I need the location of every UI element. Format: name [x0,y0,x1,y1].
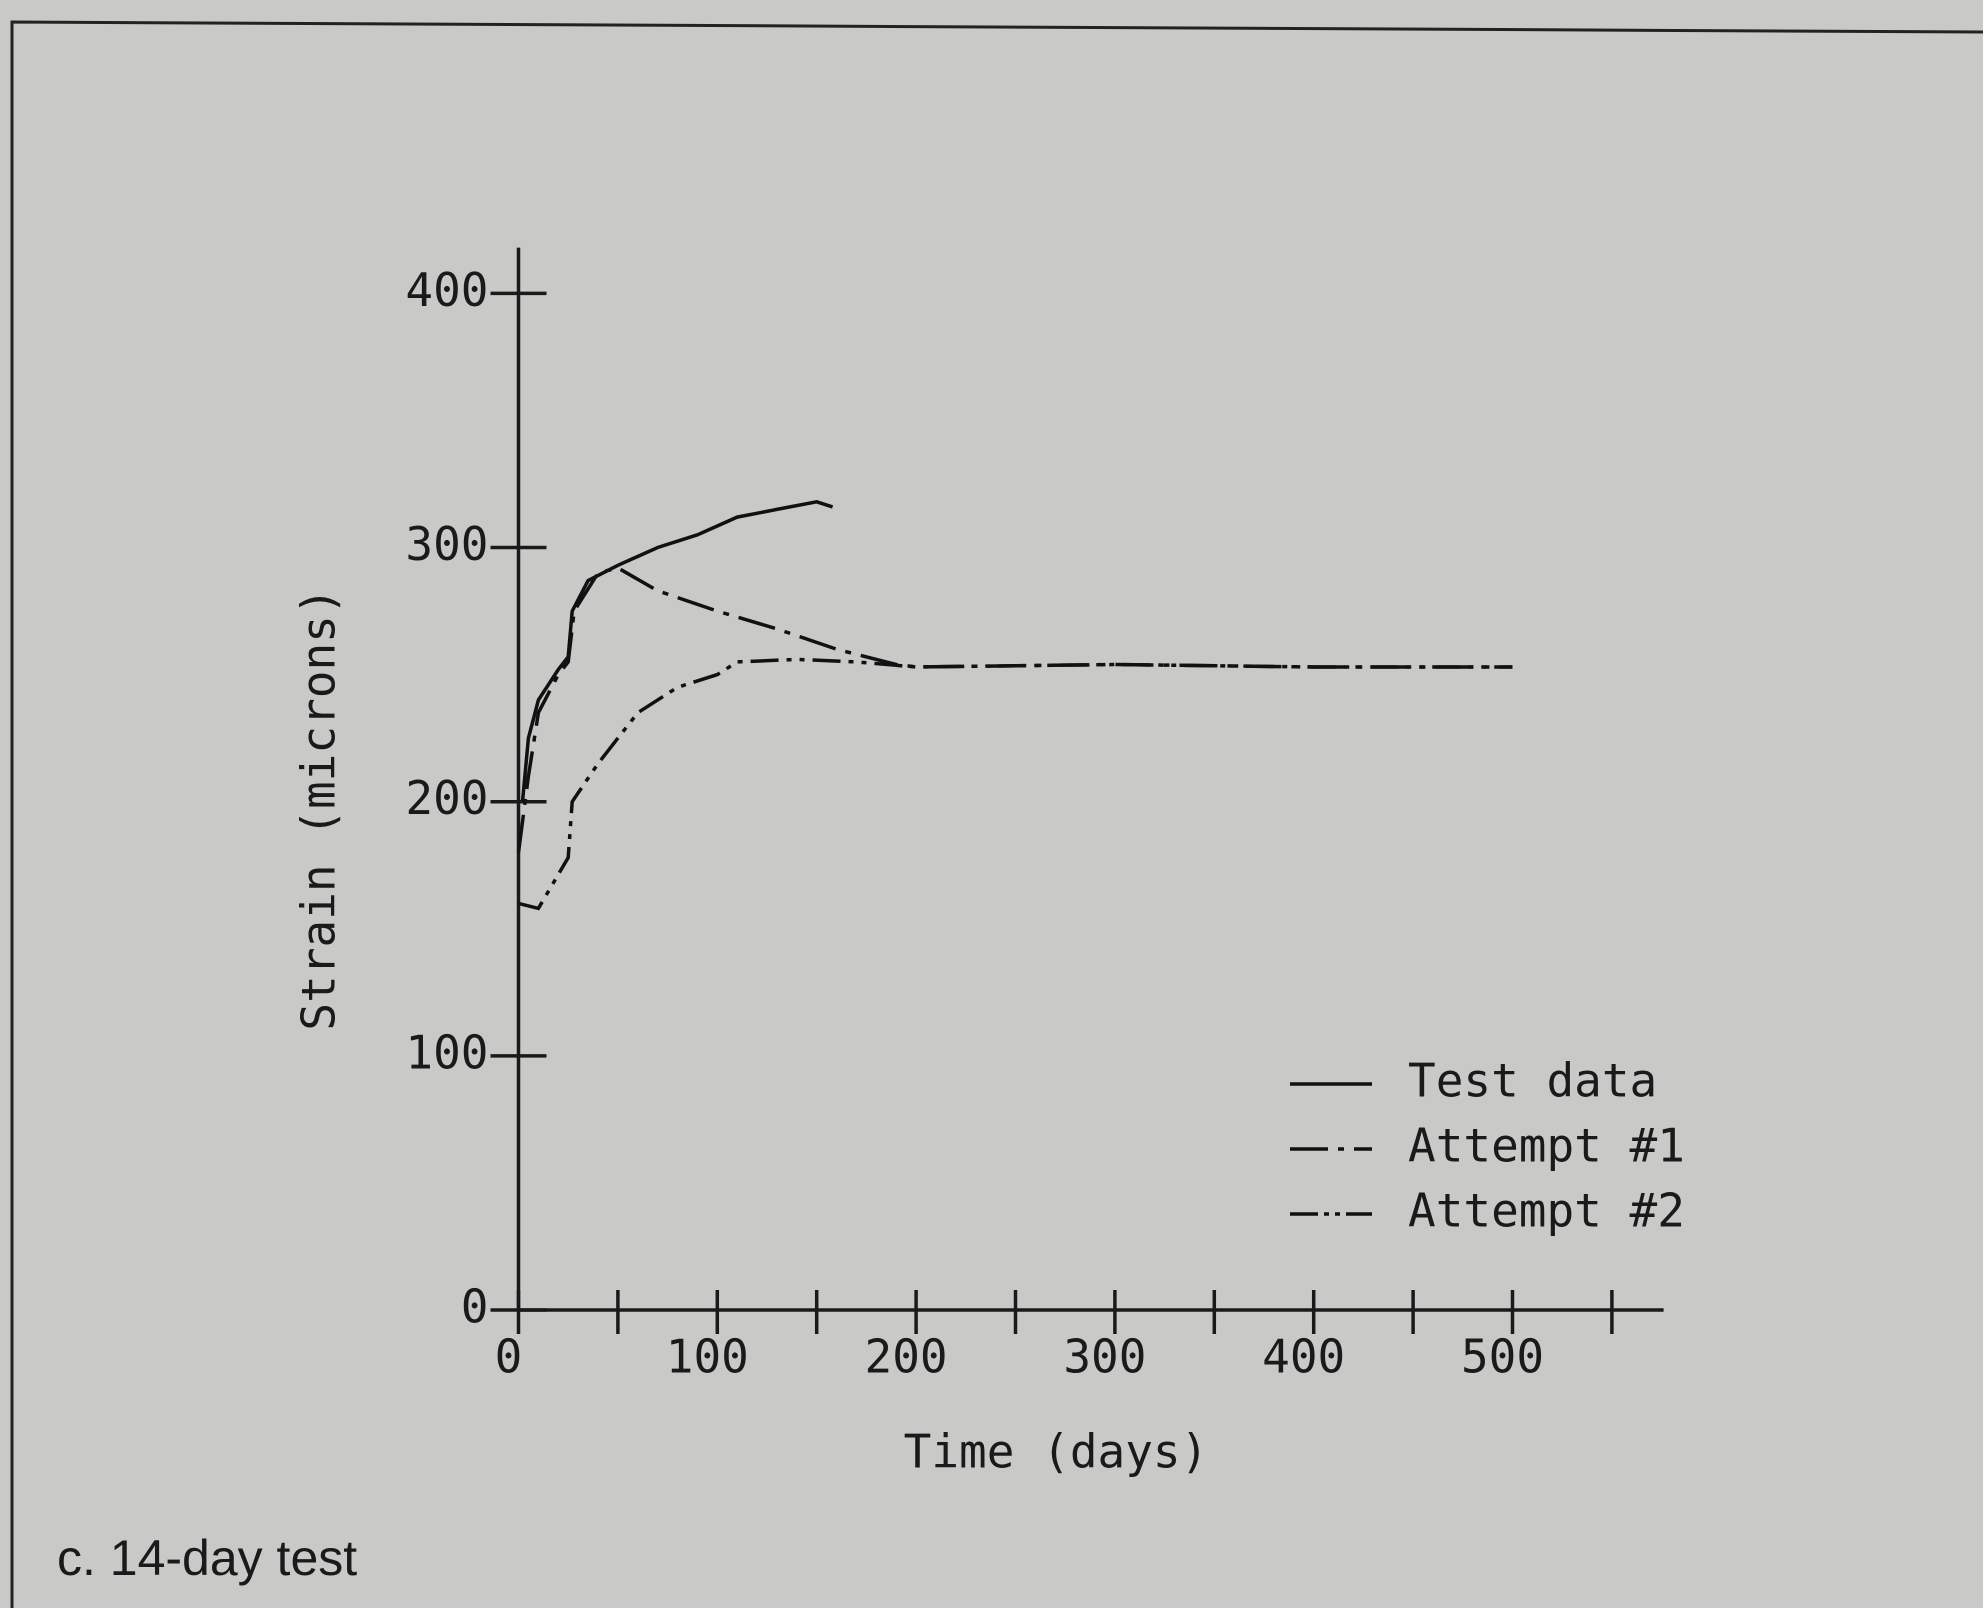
x-tick-label: 100 [666,1330,749,1384]
y-tick-label: 100 [405,1025,488,1079]
series-line [518,657,1513,911]
y-tick-label: 0 [461,1280,489,1334]
x-tick-label: 500 [1461,1330,1544,1384]
frame [10,20,1983,1608]
y-axis-label: Strain (microns) [292,587,346,1030]
y-tick-label: 400 [405,263,488,317]
series-line [520,499,834,802]
legend-label: Attempt #2 [1408,1184,1685,1238]
x-tick-label: 0 [495,1330,523,1384]
x-tick-label: 300 [1063,1330,1146,1384]
y-tick-label: 300 [405,517,488,571]
series-line [516,566,1513,853]
x-tick-label: 200 [865,1330,948,1384]
caption: c. 14-day test [57,1530,357,1586]
legend-label: Attempt #1 [1408,1119,1685,1173]
legend-label: Test data [1408,1054,1657,1108]
y-tick-label: 200 [405,771,488,825]
x-axis-label: Time (days) [904,1425,1209,1479]
x-tick-label: 400 [1262,1330,1345,1384]
